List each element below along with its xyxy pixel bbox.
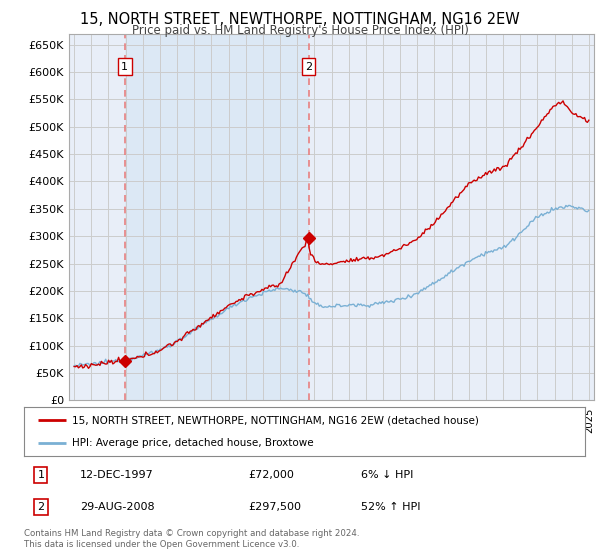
Text: 1: 1 bbox=[121, 62, 128, 72]
Text: 2: 2 bbox=[305, 62, 312, 72]
Text: 2: 2 bbox=[37, 502, 44, 512]
Text: Contains HM Land Registry data © Crown copyright and database right 2024.
This d: Contains HM Land Registry data © Crown c… bbox=[24, 529, 359, 549]
Text: 29-AUG-2008: 29-AUG-2008 bbox=[80, 502, 155, 512]
Text: £72,000: £72,000 bbox=[248, 470, 294, 480]
Text: 15, NORTH STREET, NEWTHORPE, NOTTINGHAM, NG16 2EW (detached house): 15, NORTH STREET, NEWTHORPE, NOTTINGHAM,… bbox=[71, 416, 479, 426]
Text: 52% ↑ HPI: 52% ↑ HPI bbox=[361, 502, 420, 512]
Text: £297,500: £297,500 bbox=[248, 502, 301, 512]
Text: 12-DEC-1997: 12-DEC-1997 bbox=[80, 470, 154, 480]
Text: Price paid vs. HM Land Registry's House Price Index (HPI): Price paid vs. HM Land Registry's House … bbox=[131, 24, 469, 37]
Text: HPI: Average price, detached house, Broxtowe: HPI: Average price, detached house, Brox… bbox=[71, 438, 313, 448]
Text: 1: 1 bbox=[37, 470, 44, 480]
Text: 6% ↓ HPI: 6% ↓ HPI bbox=[361, 470, 413, 480]
Text: 15, NORTH STREET, NEWTHORPE, NOTTINGHAM, NG16 2EW: 15, NORTH STREET, NEWTHORPE, NOTTINGHAM,… bbox=[80, 12, 520, 27]
Bar bbox=[125, 34, 308, 400]
